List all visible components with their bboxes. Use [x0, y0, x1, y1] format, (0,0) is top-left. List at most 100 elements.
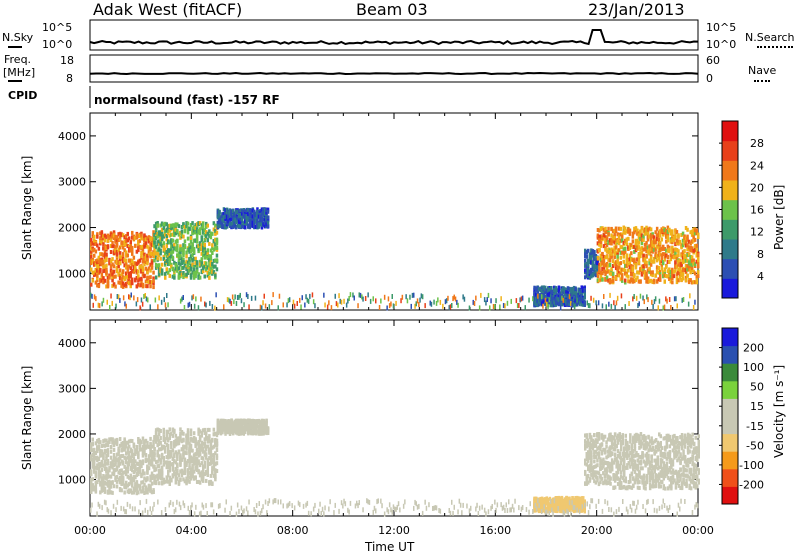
power-ground-cell	[179, 298, 182, 304]
power-echo-cell	[168, 240, 171, 245]
power-echo-cell	[215, 241, 219, 246]
power-echo-cell	[627, 245, 630, 250]
power-echo-cell	[636, 275, 639, 280]
velocity-echo-cell	[140, 464, 143, 469]
velocity-echo-cell	[157, 464, 161, 469]
power-echo-cell	[200, 247, 203, 252]
power-echo-cell	[202, 230, 205, 235]
power-echo-cell	[195, 233, 199, 238]
power-echo-cell	[550, 290, 553, 295]
velocity-echo-cell	[135, 484, 139, 489]
power-echo-cell	[118, 254, 122, 259]
power-echo-cell	[174, 227, 178, 232]
power-ground-cell	[259, 304, 262, 310]
power-echo-cell	[192, 230, 196, 235]
power-ground-cell	[239, 292, 241, 298]
power-echo-cell	[103, 278, 107, 283]
velocity-echo-cell	[134, 452, 137, 456]
power-echo-cell	[134, 265, 137, 270]
velocity-echo-cell	[117, 446, 120, 451]
power-echo-cell	[224, 217, 227, 222]
power-echo-cell	[135, 249, 139, 254]
power-echo-cell	[256, 224, 259, 229]
velocity-echo-cell	[123, 470, 126, 475]
power-echo-cell	[610, 251, 613, 256]
power-ground-cell	[380, 298, 382, 304]
power-ground-cell	[307, 298, 310, 304]
velocity-echo-cell	[132, 442, 136, 447]
power-echo-cell	[203, 261, 206, 266]
power-echo-cell	[690, 266, 694, 271]
power-ground-cell	[410, 303, 412, 309]
velocity-echo-cell	[112, 440, 116, 445]
power-echo-cell	[610, 272, 613, 277]
power-echo-cell	[157, 247, 161, 252]
power-echo-cell	[144, 256, 148, 261]
power-echo-cell	[689, 258, 692, 263]
power-echo-cell	[143, 259, 146, 263]
velocity-echo-cell	[115, 479, 119, 484]
power-echo-cell	[135, 275, 139, 280]
velocity-echo-cell	[137, 467, 140, 471]
velocity-echo-cell	[183, 462, 187, 467]
power-echo-cell	[680, 263, 683, 268]
velocity-echo-cell	[183, 457, 187, 462]
power-echo-cell	[677, 278, 680, 283]
velocity-echo-cell	[208, 436, 211, 441]
velocity-echo-cell	[179, 463, 182, 467]
power-echo-cell	[683, 249, 686, 254]
velocity-echo-cell	[117, 470, 120, 475]
velocity-echo-cell	[154, 481, 158, 486]
power-echo-cell	[96, 243, 99, 248]
freq-unit-label: [MHz]	[3, 66, 36, 79]
power-echo-cell	[651, 270, 654, 275]
velocity-echo-cell	[131, 463, 134, 468]
velocity-echo-cell	[126, 450, 129, 455]
power-echo-cell	[675, 276, 679, 281]
power-echo-cell	[202, 224, 205, 229]
velocity-echo-cell	[115, 452, 119, 457]
power-ground-cell	[542, 303, 544, 309]
power-echo-cell	[186, 236, 190, 241]
power-ground-cell	[264, 303, 267, 309]
velocity-echo-cell	[218, 422, 221, 427]
velocity-echo-cell	[149, 462, 152, 467]
power-echo-cell	[251, 208, 255, 213]
power-echo-cell	[640, 250, 644, 255]
power-echo-cell	[602, 227, 606, 232]
velocity-echo-cell	[188, 455, 191, 460]
power-echo-cell	[666, 238, 670, 243]
power-echo-cell	[605, 243, 609, 247]
power-ground-cell	[670, 305, 672, 310]
velocity-echo-cell	[216, 418, 220, 423]
power-ground-cell	[435, 300, 438, 306]
velocity-echo-cell	[149, 478, 152, 483]
power-echo-cell	[111, 244, 114, 249]
velocity-echo-cell	[149, 453, 152, 458]
velocity-echo-cell	[134, 475, 137, 480]
power-echo-cell	[147, 235, 151, 240]
power-echo-cell	[697, 253, 700, 258]
power-echo-cell	[652, 244, 656, 249]
power-echo-cell	[536, 297, 539, 302]
power-echo-cell	[610, 233, 613, 238]
power-echo-cell	[648, 258, 651, 263]
power-echo-cell	[160, 268, 164, 273]
velocity-echo-cell	[165, 479, 168, 484]
power-echo-cell	[588, 275, 592, 280]
velocity-echo-cell	[154, 474, 158, 479]
power-echo-cell	[596, 241, 600, 246]
power-echo-cell	[675, 272, 679, 277]
power-echo-cell	[598, 234, 601, 239]
power-echo-cell	[200, 269, 203, 274]
power-echo-cell	[165, 258, 168, 263]
power-ground-cell	[335, 301, 338, 307]
power-ground-cell	[357, 303, 359, 309]
power-echo-cell	[663, 279, 666, 284]
power-echo-cell	[97, 263, 101, 268]
velocity-echo-cell	[160, 446, 164, 451]
power-echo-cell	[180, 247, 184, 252]
velocity-echo-cell	[168, 464, 171, 469]
velocity-echo-cell	[244, 419, 247, 424]
velocity-echo-cell	[171, 427, 175, 432]
